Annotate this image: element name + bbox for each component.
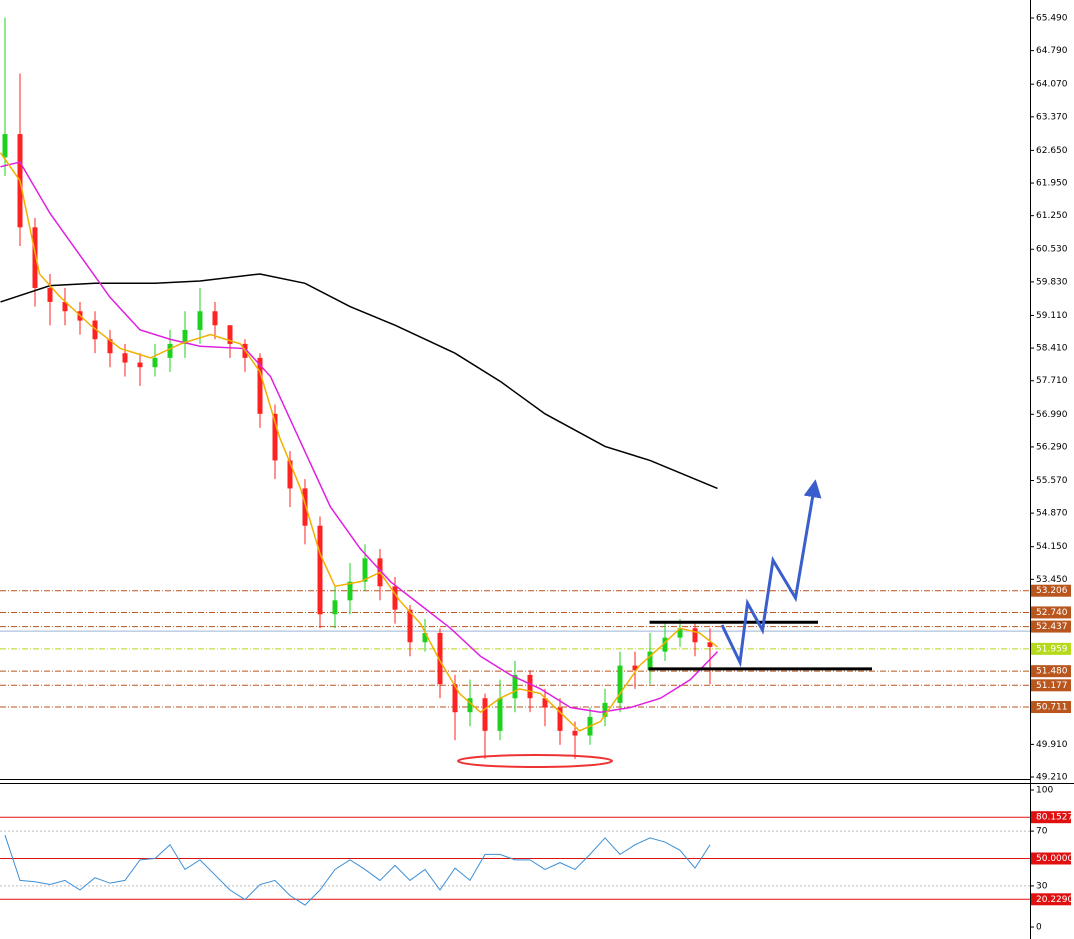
candle-body: [392, 586, 398, 610]
candle-body: [317, 525, 323, 615]
level-label-bg: [1031, 606, 1071, 619]
candle-body: [422, 632, 428, 643]
y-tick-label: 64.070: [1036, 80, 1068, 90]
candle-body: [497, 698, 503, 731]
y-tick-label: 60.530: [1036, 245, 1068, 255]
moving-average: [0, 161, 719, 713]
y-tick-label: 30: [1036, 881, 1048, 891]
level-label-bg: [1031, 620, 1071, 633]
y-tick-label: 58.410: [1036, 344, 1068, 354]
y-tick-label: 57.710: [1036, 376, 1068, 386]
y-tick-label: 62.650: [1036, 146, 1068, 156]
y-tick-label: 61.950: [1036, 179, 1068, 189]
candle-body: [287, 460, 293, 489]
candle-body: [452, 684, 458, 713]
level-label: 52.437: [1036, 622, 1068, 632]
candle-body: [107, 339, 113, 354]
candle-body: [467, 698, 473, 713]
candle-body: [557, 707, 563, 731]
y-tick-label: 64.790: [1036, 46, 1068, 56]
candle-body: [707, 642, 713, 647]
y-tick-label: 54.150: [1036, 542, 1068, 552]
y-tick-label: 100: [1036, 786, 1053, 796]
candle-body: [2, 134, 8, 158]
y-tick-label: 65.490: [1036, 13, 1068, 23]
candle-body: [407, 609, 413, 643]
level-label-bg: [1031, 679, 1071, 692]
candle-body: [257, 357, 263, 414]
rsi-line: [4, 835, 711, 906]
level-label: 53.206: [1036, 586, 1068, 596]
level-label: 51.177: [1036, 681, 1068, 691]
candle-body: [152, 357, 158, 368]
moving-average: [0, 273, 718, 490]
candle-body: [227, 325, 233, 344]
candle-body: [617, 665, 623, 703]
candle-body: [197, 311, 203, 330]
candle-body: [332, 600, 338, 615]
y-tick-label: 61.250: [1036, 211, 1068, 221]
candle-body: [92, 320, 98, 340]
candle-body: [137, 362, 143, 368]
forecast-arrow: [720, 479, 822, 668]
candle-body: [47, 287, 53, 302]
candle-body: [347, 581, 353, 601]
candle-body: [482, 698, 488, 731]
candle-body: [572, 730, 578, 736]
y-tick-label: 53.450: [1036, 575, 1068, 585]
plot-layer: 65.490 64.790 64.070 63.370 62.650 61.950 61.2…: [0, 13, 1073, 933]
level-label: 51.480: [1036, 667, 1068, 677]
candle-body: [32, 227, 38, 288]
level-label: 52.740: [1036, 608, 1068, 618]
y-tick-label: 70: [1036, 827, 1048, 837]
moving-average: [0, 152, 718, 732]
level-label: 51.959: [1036, 644, 1068, 654]
candle-body: [302, 488, 308, 526]
y-tick-label: 63.370: [1036, 112, 1068, 122]
candle-body: [527, 674, 533, 699]
level-label-bg: [1031, 811, 1071, 824]
candle-body: [662, 637, 668, 652]
level-label: 50.711: [1036, 703, 1068, 713]
level-label-bg: [1031, 665, 1071, 678]
candle-body: [362, 558, 368, 582]
y-tick-label: 56.290: [1036, 442, 1068, 452]
level-label-bg: [1031, 642, 1071, 655]
candle-body: [692, 628, 698, 643]
candle-body: [647, 651, 653, 671]
candle-body: [677, 628, 683, 638]
candle-body: [122, 353, 128, 363]
candle-body: [512, 674, 518, 699]
candle-body: [632, 665, 638, 671]
candle-body: [602, 702, 608, 717]
y-tick-label: 49.910: [1036, 740, 1068, 750]
y-tick-label: 54.870: [1036, 509, 1068, 519]
candle-body: [542, 698, 548, 708]
y-tick-label: 49.210: [1036, 773, 1068, 783]
level-label: 20.2290: [1036, 895, 1073, 905]
candle-body: [272, 413, 278, 461]
y-tick-label: 56.990: [1036, 410, 1068, 420]
bottom-highlight: [457, 754, 613, 768]
candle-body: [182, 329, 188, 344]
level-label-bg: [1031, 893, 1071, 906]
level-label: 80.1527: [1036, 813, 1073, 823]
candle-body: [437, 632, 443, 685]
level-label-bg: [1031, 584, 1071, 597]
level-label-bg: [1031, 852, 1071, 865]
y-tick-label: 59.110: [1036, 311, 1068, 321]
candle-body: [167, 343, 173, 358]
level-label-bg: [1031, 701, 1071, 714]
y-tick-label: 55.570: [1036, 476, 1068, 486]
level-label: 50.0000: [1036, 854, 1073, 864]
y-tick-label: 0: [1036, 923, 1042, 933]
y-tick-label: 59.830: [1036, 277, 1068, 287]
candle-body: [62, 301, 68, 312]
candle-body: [212, 311, 218, 326]
